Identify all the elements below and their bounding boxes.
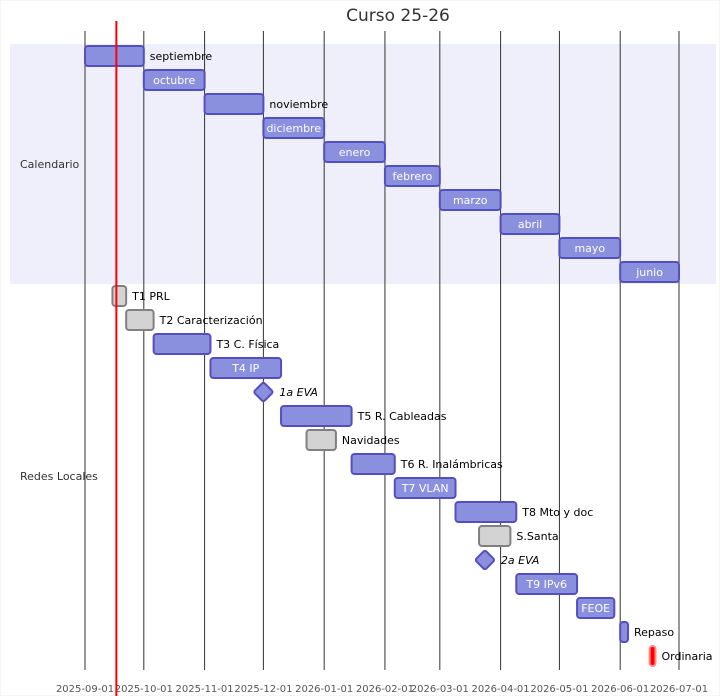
task-label: T5 R. Cableadas — [357, 410, 447, 423]
x-tick-label: 2025-12-01 — [234, 684, 292, 695]
x-tick-label: 2026-02-01 — [356, 684, 414, 695]
task-bar — [111, 285, 128, 307]
task-bar — [280, 405, 353, 427]
chart-title: Curso 25-26 — [346, 6, 450, 26]
task-bar — [558, 237, 622, 259]
task-label: T8 Mto y doc — [521, 506, 593, 519]
task-bar — [438, 189, 502, 211]
x-tick-label: 2026-01-01 — [295, 684, 353, 695]
task-bar — [648, 645, 657, 667]
task-bar — [152, 333, 212, 355]
task-bar — [323, 141, 386, 163]
x-tick-label: 2025-09-01 — [56, 684, 114, 695]
task-bar — [84, 45, 145, 67]
task-bar — [262, 117, 326, 139]
task-bar — [350, 453, 396, 475]
task-label: Ordinaria — [661, 650, 712, 663]
task-label: T4 IP — [231, 362, 259, 375]
x-tick-label: 2025-11-01 — [176, 684, 234, 695]
x-tick-label: 2026-05-01 — [530, 684, 588, 695]
x-tick-label: 2025-10-01 — [115, 684, 173, 695]
task-bar — [305, 429, 337, 451]
task-bar — [619, 261, 680, 283]
task-label: Navidades — [342, 434, 400, 447]
task-bar — [499, 213, 561, 235]
task-label: T7 VLAN — [401, 482, 449, 495]
task-label: noviembre — [269, 98, 328, 111]
task-label: abril — [518, 218, 542, 231]
task-bar — [203, 93, 265, 115]
task-label: octubre — [153, 74, 195, 87]
task-label: T6 R. Inalámbricas — [400, 458, 503, 471]
task-bar — [478, 525, 512, 547]
section-label: Calendario — [20, 158, 80, 171]
task-label: T9 IPv6 — [525, 578, 567, 591]
task-label: enero — [339, 146, 371, 159]
task-bar — [142, 69, 206, 91]
milestone-marker — [474, 549, 495, 571]
x-tick-label: 2026-04-01 — [472, 684, 530, 695]
x-tick-label: 2026-07-01 — [650, 684, 708, 695]
task-label: diciembre — [266, 122, 321, 135]
task-bar — [576, 597, 616, 619]
task-label: T1 PRL — [131, 290, 170, 303]
milestone-label: 2a EVA — [501, 554, 539, 567]
task-label: T3 C. Física — [215, 338, 279, 351]
task-label: T2 Caracterización — [159, 314, 263, 327]
task-label: Repaso — [634, 626, 674, 639]
task-bar — [454, 501, 518, 523]
x-tick-label: 2026-03-01 — [411, 684, 469, 695]
milestone-marker — [253, 381, 274, 403]
task-label: mayo — [574, 242, 605, 255]
task-label: marzo — [453, 194, 488, 207]
section-label: Redes Locales — [20, 470, 98, 483]
task-label: septiembre — [150, 50, 213, 63]
task-bar — [209, 357, 283, 379]
task-label: FEOE — [581, 602, 610, 615]
task-label: junio — [635, 266, 663, 279]
milestone-label: 1a EVA — [279, 386, 318, 399]
task-bar — [393, 477, 457, 499]
task-bar — [125, 309, 155, 331]
task-label: S.Santa — [516, 530, 558, 543]
task-bar — [619, 621, 630, 643]
task-bar — [515, 573, 579, 595]
task-label: febrero — [393, 170, 433, 183]
task-bar — [383, 165, 441, 187]
x-tick-label: 2026-06-01 — [591, 684, 649, 695]
